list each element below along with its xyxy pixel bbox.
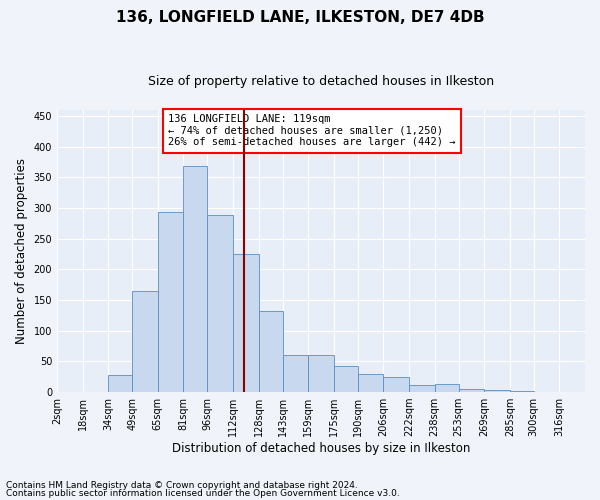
Bar — [283, 356, 308, 392]
Bar — [334, 366, 358, 392]
Bar — [383, 377, 409, 392]
Bar — [358, 374, 383, 392]
Title: Size of property relative to detached houses in Ilkeston: Size of property relative to detached ho… — [148, 75, 494, 88]
Y-axis label: Number of detached properties: Number of detached properties — [15, 158, 28, 344]
Bar — [208, 216, 233, 392]
Bar — [184, 166, 208, 392]
Text: 136, LONGFIELD LANE, ILKESTON, DE7 4DB: 136, LONGFIELD LANE, ILKESTON, DE7 4DB — [116, 10, 484, 25]
Bar — [132, 291, 158, 392]
Text: Contains public sector information licensed under the Open Government Licence v3: Contains public sector information licen… — [6, 488, 400, 498]
X-axis label: Distribution of detached houses by size in Ilkeston: Distribution of detached houses by size … — [172, 442, 470, 455]
Bar — [458, 389, 484, 392]
Bar — [233, 254, 259, 392]
Bar — [259, 310, 283, 392]
Text: 136 LONGFIELD LANE: 119sqm
← 74% of detached houses are smaller (1,250)
26% of s: 136 LONGFIELD LANE: 119sqm ← 74% of deta… — [168, 114, 455, 148]
Bar — [409, 384, 434, 392]
Bar — [158, 212, 184, 392]
Bar — [308, 356, 334, 392]
Text: Contains HM Land Registry data © Crown copyright and database right 2024.: Contains HM Land Registry data © Crown c… — [6, 481, 358, 490]
Bar — [434, 384, 458, 392]
Bar — [484, 390, 510, 392]
Bar — [108, 375, 132, 392]
